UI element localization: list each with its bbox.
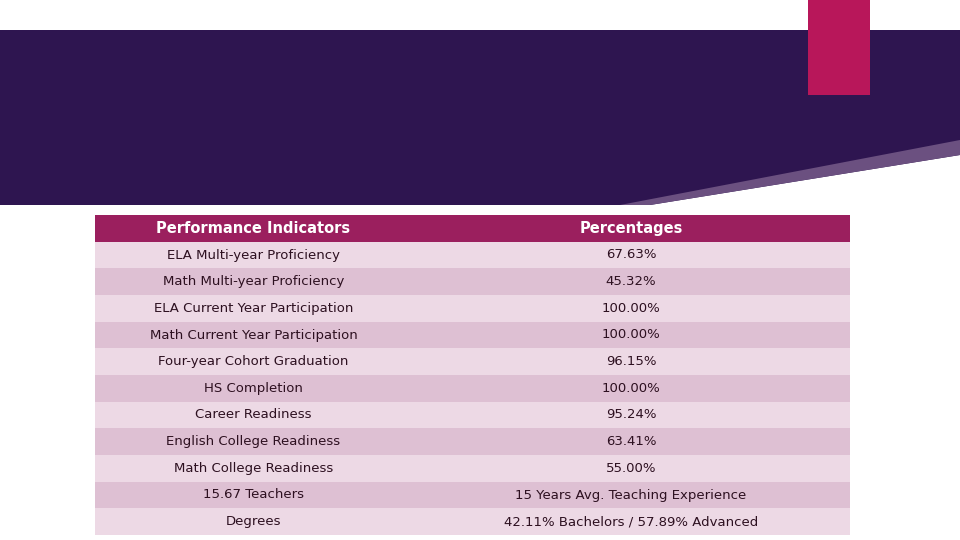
Bar [95,215,850,242]
Bar [95,455,850,482]
Text: 95.24%: 95.24% [606,408,657,422]
Bar [95,322,850,348]
Text: ELA Multi-year Proficiency: ELA Multi-year Proficiency [167,248,340,261]
Text: 67.63%: 67.63% [606,248,657,261]
Text: 45.32%: 45.32% [606,275,657,288]
Text: Performance Indicators: Performance Indicators [156,221,350,236]
Text: 55.00%: 55.00% [606,462,657,475]
Text: Math College Readiness: Math College Readiness [174,462,333,475]
Bar [95,268,850,295]
Text: Degrees: Degrees [226,515,281,528]
Bar [808,0,870,95]
Text: 100.00%: 100.00% [602,382,660,395]
Bar [95,428,850,455]
Text: Four-year Cohort Graduation: Four-year Cohort Graduation [158,355,348,368]
Polygon shape [620,140,960,205]
Text: 96.15%: 96.15% [606,355,657,368]
Text: 63.41%: 63.41% [606,435,657,448]
Text: Percentages: Percentages [580,221,683,236]
Text: English College Readiness: English College Readiness [166,435,341,448]
Bar [95,295,850,322]
Text: Math Multi-year Proficiency: Math Multi-year Proficiency [163,275,345,288]
Text: ELA Current Year Participation: ELA Current Year Participation [154,302,353,315]
Text: 15.67 Teachers: 15.67 Teachers [204,489,304,502]
Bar [95,482,850,508]
Text: 100.00%: 100.00% [602,328,660,341]
Text: Math Current Year Participation: Math Current Year Participation [150,328,357,341]
Text: 100.00%: 100.00% [602,302,660,315]
Text: HS Completion: HS Completion [204,382,303,395]
Bar [95,242,850,268]
Text: 42.11% Bachelors / 57.89% Advanced: 42.11% Bachelors / 57.89% Advanced [504,515,758,528]
Polygon shape [0,30,960,205]
Text: Career Readiness: Career Readiness [195,408,312,422]
Bar [95,375,850,402]
Bar [95,348,850,375]
Bar [95,508,850,535]
Bar [95,402,850,428]
Text: 15 Years Avg. Teaching Experience: 15 Years Avg. Teaching Experience [516,489,747,502]
